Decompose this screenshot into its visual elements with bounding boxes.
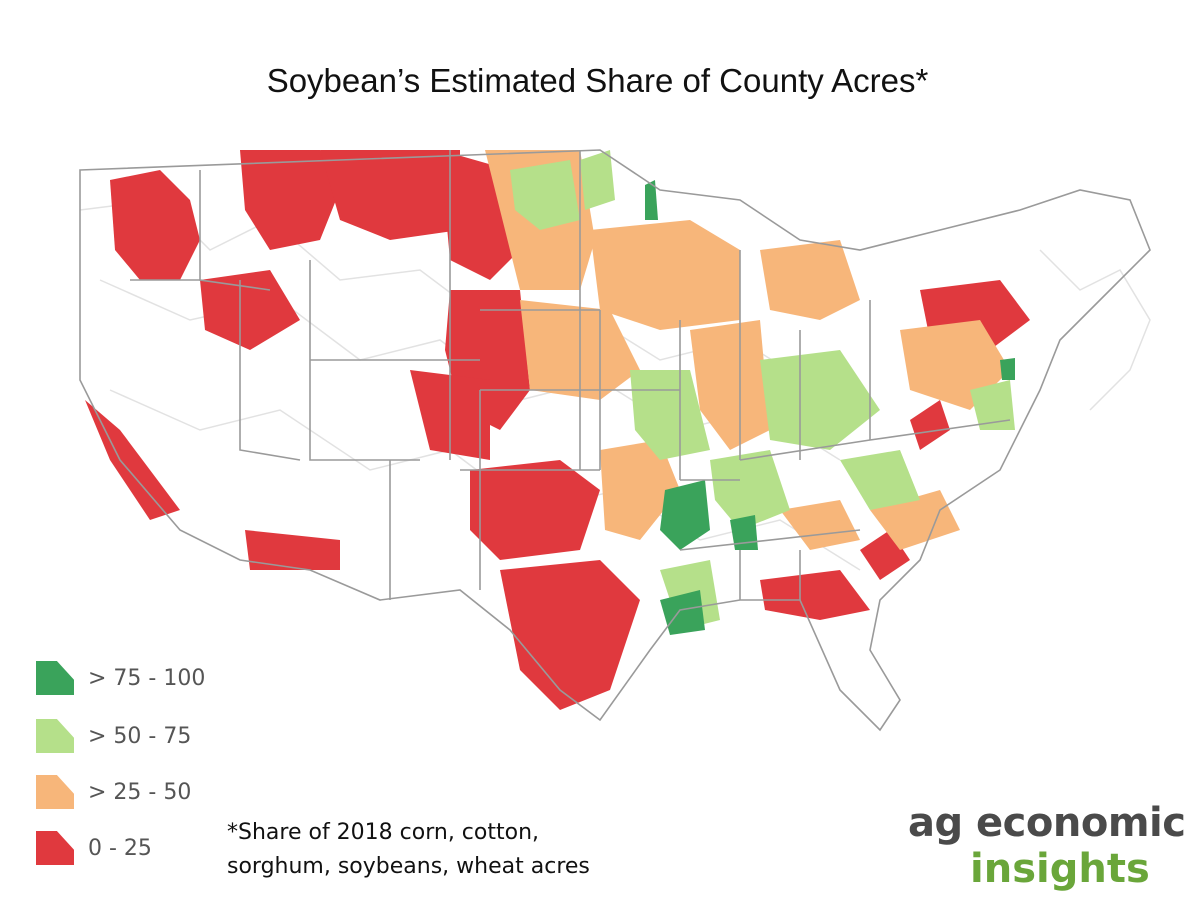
legend-item-0-25: 0 - 25 xyxy=(36,828,152,868)
legend-swatch xyxy=(36,661,74,695)
legend-swatch xyxy=(36,775,74,809)
footnote: *Share of 2018 corn, cotton, sorghum, so… xyxy=(227,816,590,884)
region-group-75-100 xyxy=(645,180,1015,635)
legend-swatch xyxy=(36,719,74,753)
legend-label: > 50 - 75 xyxy=(88,723,192,749)
legend-item-50-75: > 50 - 75 xyxy=(36,716,191,756)
footnote-line-2: sorghum, soybeans, wheat acres xyxy=(227,854,590,879)
legend-swatch xyxy=(36,831,74,865)
legend-label: > 25 - 50 xyxy=(88,779,192,805)
legend-item-75-100: > 75 - 100 xyxy=(36,658,205,698)
legend-label: 0 - 25 xyxy=(88,835,152,861)
legend-label: > 75 - 100 xyxy=(88,665,206,691)
map-title: Soybean’s Estimated Share of County Acre… xyxy=(266,62,929,99)
state-boundaries xyxy=(79,149,1151,732)
logo-line-2: insights xyxy=(970,846,1150,892)
region-group-50-75 xyxy=(510,150,1015,630)
footnote-line-1: *Share of 2018 corn, cotton, xyxy=(227,820,540,845)
brand-logo: ag economic insights xyxy=(908,800,1198,892)
legend-item-25-50: > 25 - 50 xyxy=(36,772,191,812)
us-county-map xyxy=(79,149,1151,732)
logo-line-1: ag economic xyxy=(908,800,1186,846)
